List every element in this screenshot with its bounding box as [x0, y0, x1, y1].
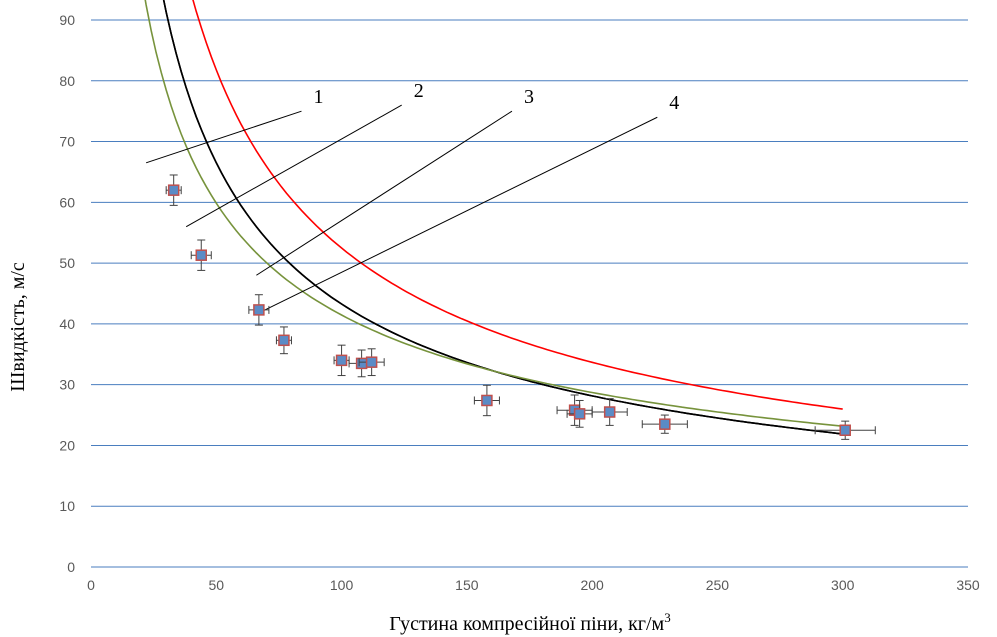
fit-curve-1 — [162, 0, 843, 435]
x-axis-title: Густина компресійної піни, кг/м3 — [389, 610, 670, 635]
data-point — [333, 344, 350, 377]
tick-labels: 0 10 20 30 40 50 60 70 80 90 0 50 100 150 200 250 300 350 — [59, 12, 979, 593]
data-point — [641, 414, 688, 434]
y-tick-label: 70 — [59, 134, 75, 150]
data-marker — [839, 424, 851, 436]
data-marker — [335, 354, 348, 367]
x-tick-label: 50 — [208, 577, 224, 593]
data-point — [165, 174, 182, 206]
data-marker — [167, 184, 180, 196]
y-tick-label: 50 — [59, 255, 75, 271]
x-tick-label: 350 — [956, 577, 980, 593]
data-point — [591, 398, 628, 426]
fit-curves — [144, 0, 843, 435]
x-tick-label: 100 — [330, 577, 354, 593]
fit-curve-3 — [192, 0, 843, 410]
x-axis-title-text: Густина компресійної піни, кг/м — [389, 613, 664, 635]
y-tick-label: 10 — [59, 498, 75, 514]
data-marker — [195, 249, 208, 261]
y-tick-label: 40 — [59, 316, 75, 332]
data-point — [275, 326, 292, 355]
y-tick-label: 20 — [59, 437, 75, 453]
y-tick-label: 60 — [59, 194, 75, 210]
x-tick-label: 150 — [455, 577, 479, 593]
fit-curve-2 — [162, 0, 843, 435]
data-points — [165, 174, 876, 440]
y-axis-title: Швидкість, м/с — [7, 262, 29, 392]
data-marker — [481, 394, 493, 407]
x-tick-label: 300 — [831, 577, 855, 593]
callout-line-1 — [145, 110, 302, 164]
x-tick-label: 250 — [706, 577, 730, 593]
data-marker — [659, 418, 671, 430]
data-marker — [573, 408, 586, 420]
callout-line-4 — [261, 116, 658, 313]
callout-line-2 — [185, 104, 402, 228]
data-marker — [365, 356, 378, 368]
data-point — [358, 348, 385, 377]
grid — [91, 19, 968, 568]
y-tick-label: 80 — [59, 73, 75, 89]
data-point — [566, 399, 593, 428]
callouts: 1 2 3 4 — [145, 80, 679, 313]
callout-label-2: 2 — [414, 80, 424, 102]
data-marker — [253, 304, 265, 316]
data-point — [814, 420, 876, 440]
x-axis-title-superscript: 3 — [664, 610, 671, 625]
callout-label-3: 3 — [524, 86, 534, 108]
data-point — [248, 294, 270, 326]
x-tick-label: 200 — [580, 577, 604, 593]
x-tick-label: 0 — [87, 577, 95, 593]
fit-curve-4 — [144, 0, 843, 427]
y-tick-label: 90 — [59, 12, 75, 28]
callout-line-3 — [256, 110, 513, 276]
data-point — [473, 384, 500, 417]
data-point — [190, 239, 212, 271]
data-marker — [278, 334, 290, 347]
data-marker — [603, 406, 616, 418]
data-marker — [355, 357, 368, 370]
callout-label-1: 1 — [313, 86, 323, 108]
y-tick-label: 0 — [67, 559, 75, 575]
y-tick-label: 30 — [59, 377, 75, 393]
callout-label-4: 4 — [669, 92, 679, 114]
